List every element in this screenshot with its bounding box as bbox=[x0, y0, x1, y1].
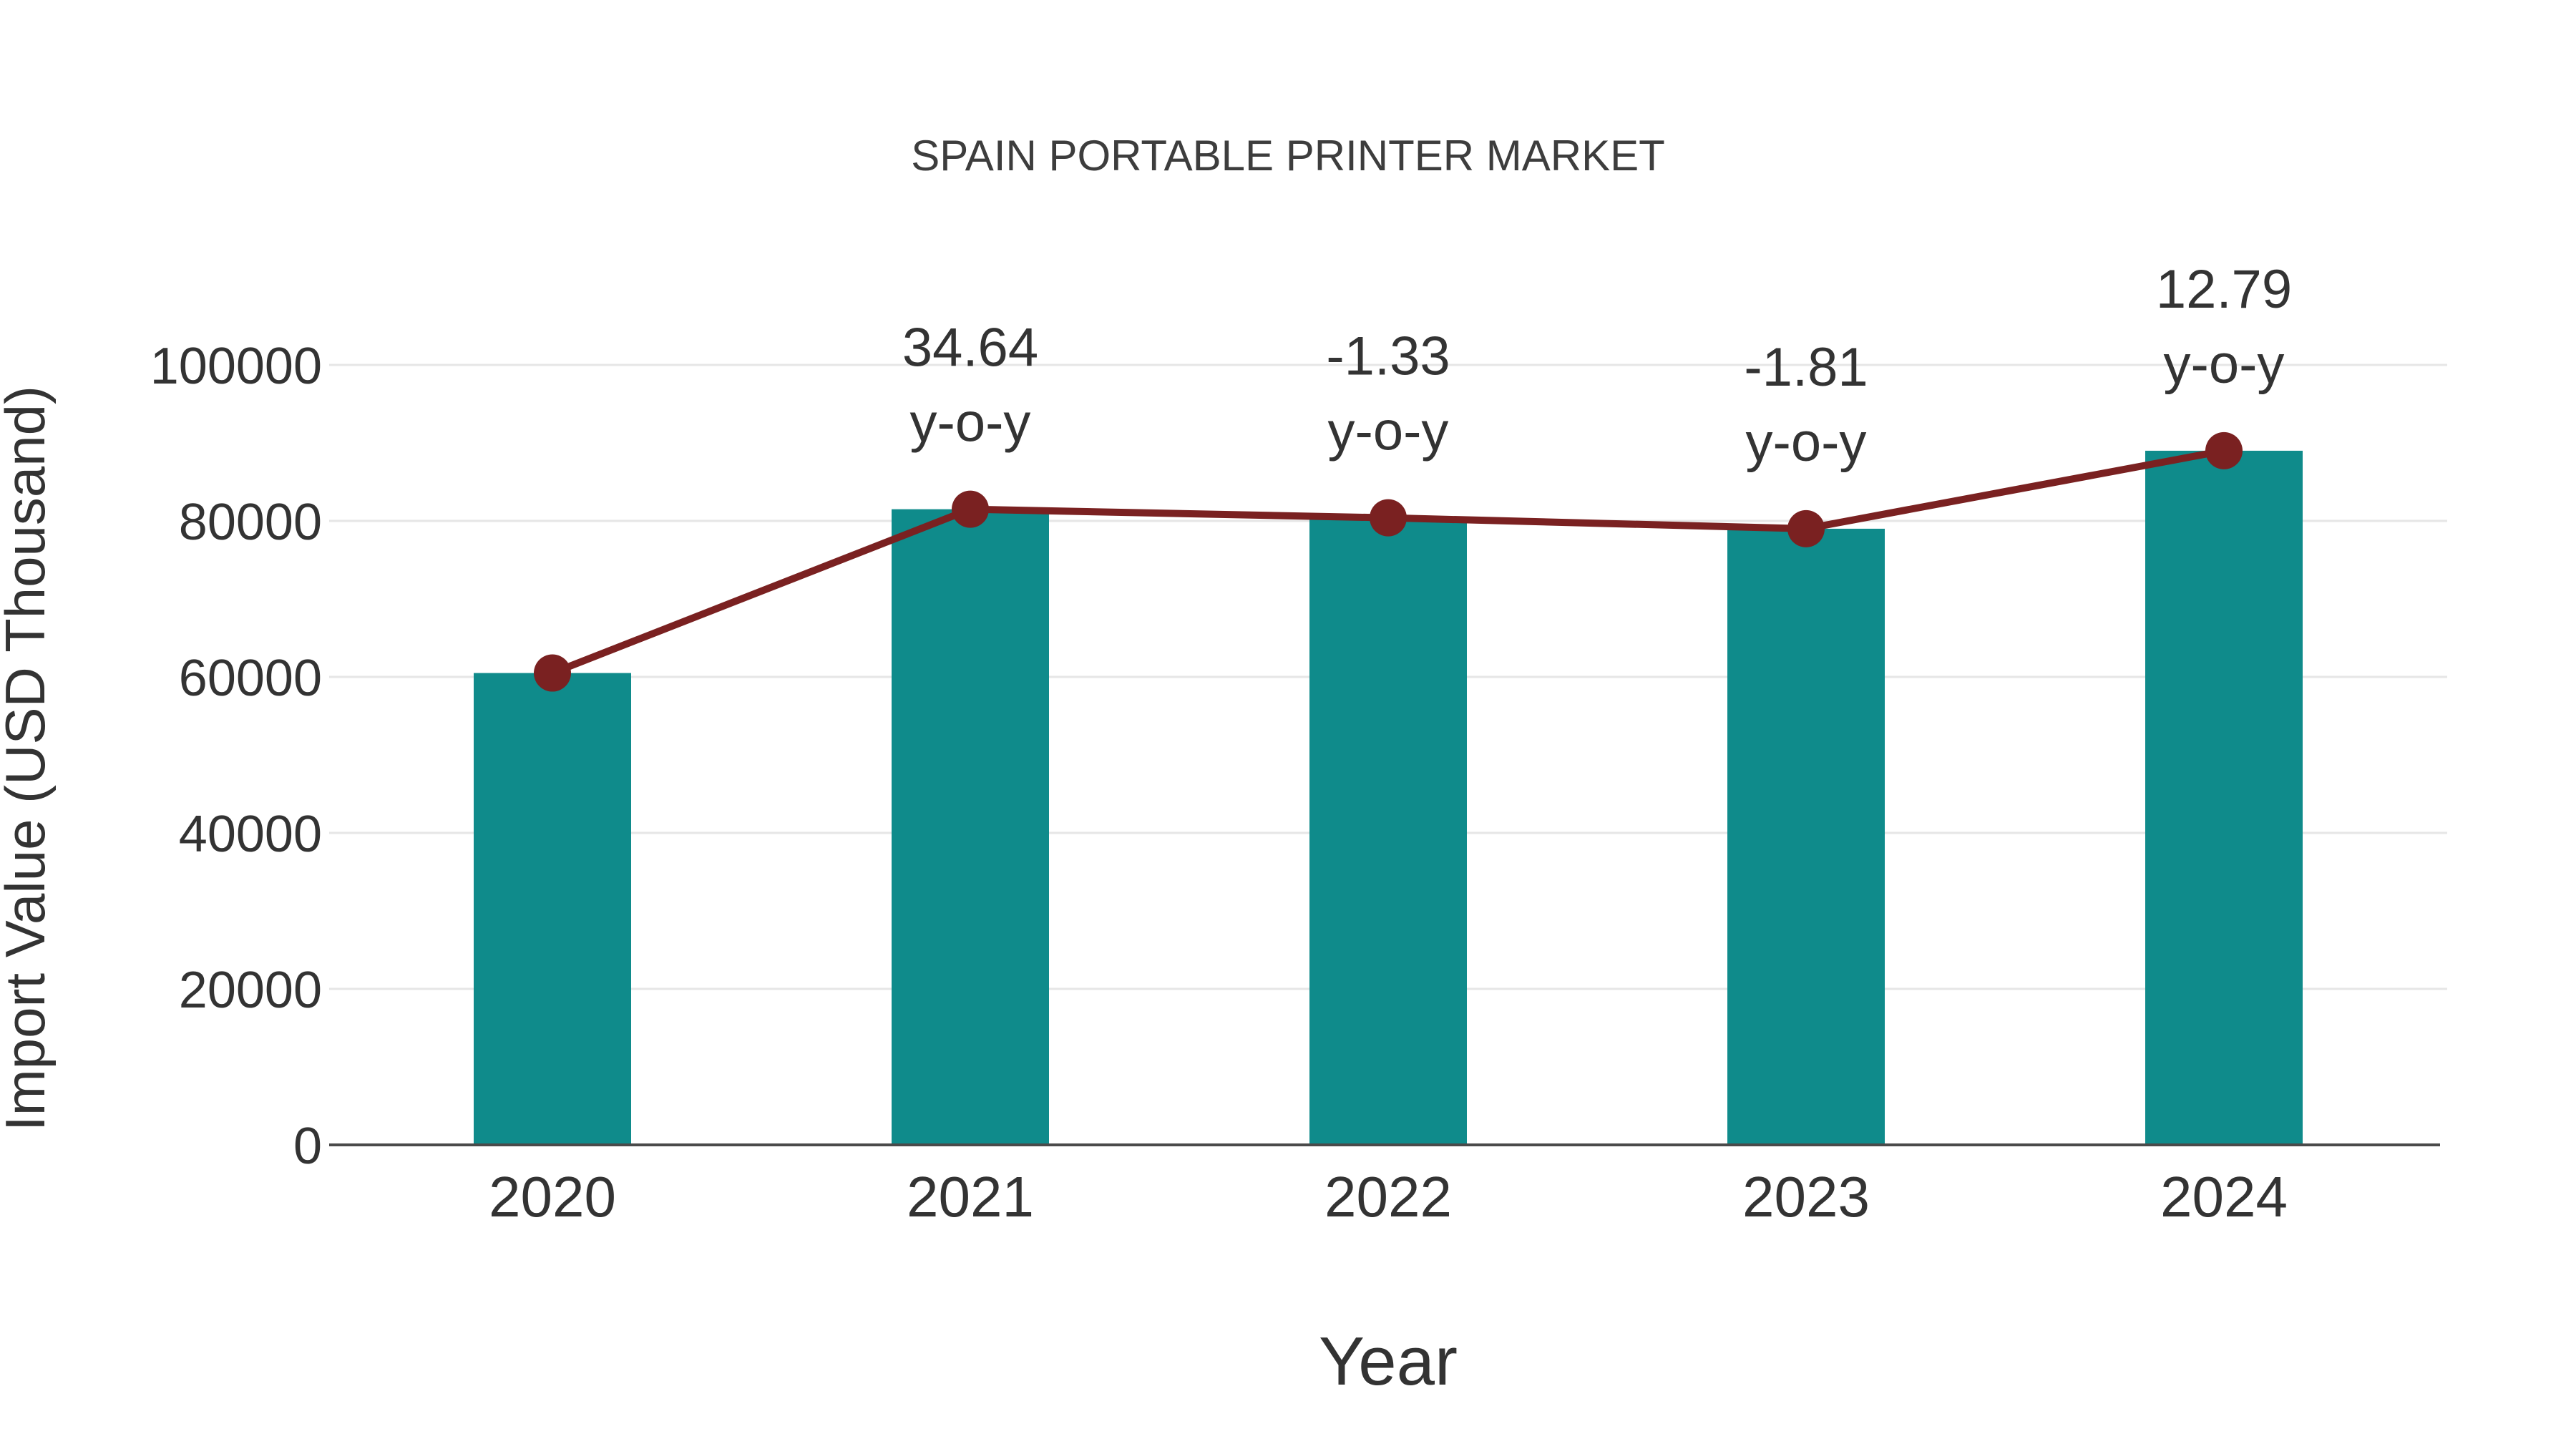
y-tick-label: 80000 bbox=[179, 494, 322, 551]
y-tick-label: 40000 bbox=[179, 806, 322, 863]
annotation-value-2021: 34.64 bbox=[902, 318, 1038, 379]
line-marker-2024 bbox=[2205, 431, 2243, 469]
bar-2023 bbox=[1727, 528, 1885, 1145]
y-tick-label: 60000 bbox=[179, 650, 322, 707]
line-marker-2021 bbox=[952, 490, 989, 528]
bar-2022 bbox=[1309, 517, 1467, 1145]
plot-area: 0 20000 40000 60000 80000 100000 34.64 y-o-y -1.… bbox=[150, 259, 2447, 1229]
x-tick-label-2021: 2021 bbox=[907, 1165, 1034, 1229]
annotation-suffix-2024: y-o-y bbox=[2164, 334, 2285, 395]
y-tick-label: 100000 bbox=[150, 338, 322, 395]
y-tick-label: 0 bbox=[293, 1118, 322, 1175]
line-marker-2022 bbox=[1370, 499, 1407, 537]
y-tick-label: 20000 bbox=[179, 962, 322, 1019]
bar-2024 bbox=[2145, 450, 2303, 1145]
x-tick-label-2023: 2023 bbox=[1742, 1165, 1870, 1229]
annotation-suffix-2022: y-o-y bbox=[1328, 401, 1449, 462]
x-tick-label-2020: 2020 bbox=[489, 1165, 616, 1229]
annotation-value-2024: 12.79 bbox=[2156, 259, 2292, 320]
line-marker-2020 bbox=[534, 654, 571, 692]
chart-title: SPAIN PORTABLE PRINTER MARKET bbox=[911, 132, 1665, 180]
line-marker-2023 bbox=[1787, 509, 1825, 547]
annotation-value-2023: -1.81 bbox=[1744, 337, 1868, 398]
x-axis-title: Year bbox=[1319, 1323, 1458, 1400]
x-tick-label-2022: 2022 bbox=[1324, 1165, 1452, 1229]
x-tick-label-2024: 2024 bbox=[2160, 1165, 2288, 1229]
bar-2021 bbox=[892, 509, 1049, 1145]
y-axis-title: Import Value (USD Thousand) bbox=[0, 386, 57, 1131]
annotation-value-2022: -1.33 bbox=[1326, 326, 1450, 387]
bar-2020 bbox=[474, 673, 631, 1145]
annotation-suffix-2023: y-o-y bbox=[1746, 412, 1867, 473]
annotation-suffix-2021: y-o-y bbox=[910, 393, 1031, 454]
